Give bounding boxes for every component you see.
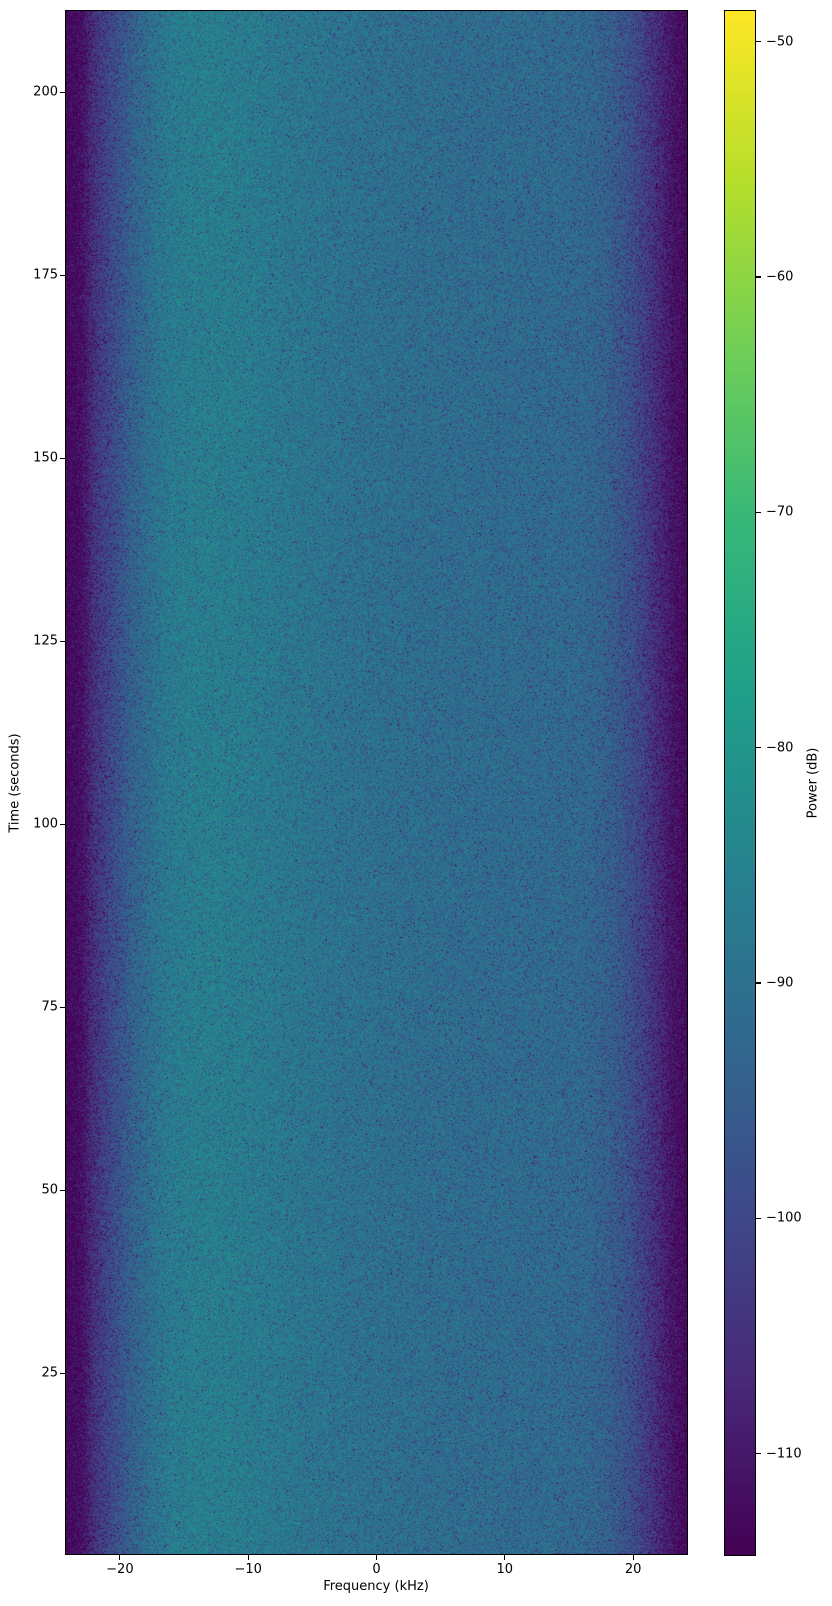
x-tick-label: −10 [234, 1562, 262, 1577]
y-tick-label: 175 [33, 267, 58, 283]
x-tick-mark [375, 1555, 378, 1560]
colorbar-tick-mark [756, 511, 761, 513]
colorbar-tick-label: −70 [766, 504, 794, 520]
colorbar-tick-label: −110 [766, 1446, 802, 1462]
colorbar-tick-label: −50 [766, 34, 794, 50]
y-tick-label: 75 [41, 999, 58, 1015]
colorbar-tick-label: −90 [766, 975, 794, 991]
y-tick-mark [60, 91, 65, 93]
colorbar-tick-label: −100 [766, 1210, 802, 1226]
y-tick-label: 50 [41, 1182, 58, 1198]
x-tick-label: 20 [624, 1562, 642, 1577]
colorbar-tick-label: −80 [766, 740, 794, 756]
y-tick-mark [60, 457, 65, 459]
colorbar-tick-mark [756, 40, 761, 43]
y-tick-mark [60, 1006, 65, 1008]
y-tick-mark [60, 640, 65, 642]
y-tick-mark [60, 1372, 65, 1374]
y-tick-mark [60, 1189, 65, 1191]
y-tick-label: 200 [33, 84, 58, 100]
y-tick-label: 25 [41, 1365, 58, 1381]
y-tick-mark [60, 823, 65, 825]
colorbar-tick-mark [756, 1217, 761, 1219]
spectrogram-canvas [66, 11, 687, 1554]
y-tick-mark [60, 274, 65, 276]
x-tick-mark [632, 1555, 634, 1560]
colorbar-tick-mark [756, 276, 761, 278]
colorbar-tick-mark [756, 982, 761, 984]
colorbar-tick-mark [756, 747, 761, 749]
y-axis-label: Time (seconds) [7, 733, 23, 833]
x-tick-label: 10 [496, 1562, 514, 1577]
x-tick-mark [504, 1555, 506, 1560]
colorbar-tick-mark [756, 1453, 761, 1455]
y-tick-label: 100 [33, 816, 58, 832]
x-tick-mark [247, 1555, 249, 1560]
colorbar [724, 10, 756, 1556]
y-tick-label: 150 [33, 450, 58, 466]
x-tick-mark [119, 1555, 121, 1560]
colorbar-tick-label: −60 [766, 269, 794, 285]
y-tick-label: 125 [33, 633, 58, 649]
x-tick-label: 0 [372, 1562, 381, 1577]
x-axis-label: Frequency (kHz) [323, 1579, 429, 1594]
plot-area [65, 10, 688, 1555]
colorbar-label: Power (dB) [805, 747, 821, 819]
x-tick-label: −20 [106, 1562, 134, 1577]
